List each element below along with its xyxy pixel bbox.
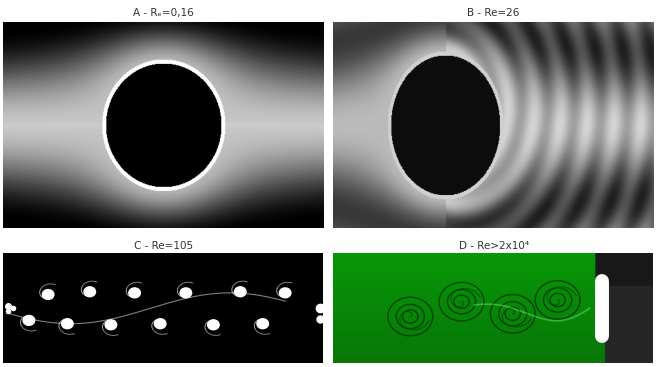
Circle shape xyxy=(62,319,73,329)
Circle shape xyxy=(105,320,117,330)
Circle shape xyxy=(23,316,35,326)
Circle shape xyxy=(279,288,291,298)
Circle shape xyxy=(208,320,219,330)
Circle shape xyxy=(129,288,141,298)
Text: A - Rₑ=0,16: A - Rₑ=0,16 xyxy=(133,8,194,18)
Circle shape xyxy=(84,287,95,297)
Circle shape xyxy=(154,319,166,329)
Circle shape xyxy=(235,287,246,297)
Circle shape xyxy=(180,288,192,298)
Circle shape xyxy=(257,319,269,329)
Circle shape xyxy=(42,290,54,299)
Text: B - Re=26: B - Re=26 xyxy=(467,8,520,18)
Text: C - Re=105: C - Re=105 xyxy=(134,241,193,251)
Text: D - Re>2x10⁴: D - Re>2x10⁴ xyxy=(459,241,529,251)
